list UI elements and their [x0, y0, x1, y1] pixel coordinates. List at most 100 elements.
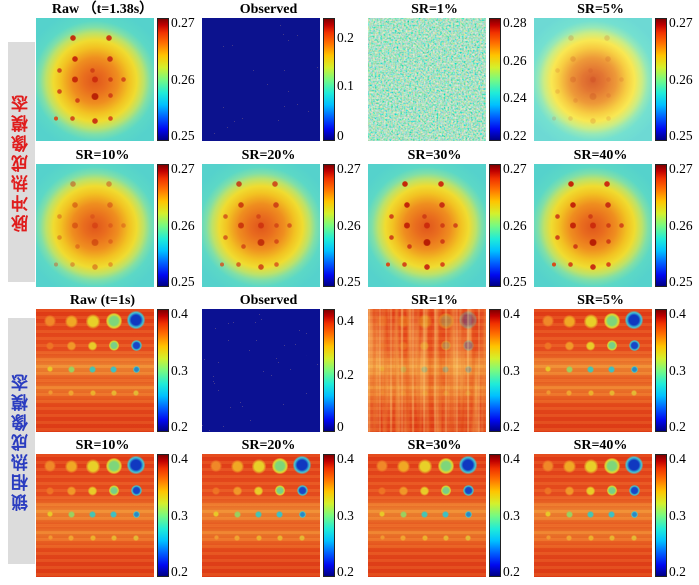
defect-dot — [439, 223, 445, 228]
defect-dot — [57, 235, 62, 241]
defect-spot — [296, 485, 308, 497]
defect-spot — [585, 485, 596, 496]
defect-dot — [569, 201, 576, 208]
defect-spot — [232, 485, 243, 496]
defect-dot — [256, 214, 261, 220]
colorbar-tick-label: 0.26 — [171, 71, 195, 87]
panel-pulse-sr10: SR=10% 0.27 0.26 0.25 — [36, 148, 202, 289]
colorbar-tick-label: 0.4 — [171, 305, 188, 321]
defect-dot — [236, 262, 241, 268]
defect-spot — [442, 534, 449, 541]
defect-dot — [106, 34, 113, 41]
defect-spot — [604, 458, 620, 475]
thermal-image — [202, 164, 320, 287]
panel-row-1: Raw （t=1.38s） 0.27 0.26 0.25 Observed 0.2 0… — [36, 2, 699, 143]
defect-dot — [605, 262, 611, 268]
defect-dot — [92, 264, 98, 271]
defect-spot — [376, 460, 389, 473]
defect-spot — [608, 389, 615, 396]
thermal-image — [202, 18, 320, 141]
defect-spot — [442, 389, 449, 396]
defect-spot — [625, 310, 644, 330]
panel-title: SR=30% — [407, 148, 462, 163]
defect-spot — [587, 534, 594, 541]
defect-dot — [71, 201, 78, 208]
defect-dot — [569, 222, 576, 229]
defect-spot — [68, 389, 75, 396]
defect-spot — [459, 310, 478, 330]
colorbar-ticks: 0.4 0.3 0.2 — [169, 305, 202, 434]
defect-spot — [89, 389, 96, 396]
defect-spot — [376, 315, 389, 328]
thermal-image — [534, 164, 652, 287]
defect-spot — [110, 510, 118, 518]
defect-spot — [419, 340, 430, 351]
colorbar-ticks: 0.4 0.2 0 — [335, 309, 368, 434]
panel-lockin-sr5: SR=5% 0.4 0.3 0.2 — [534, 293, 699, 434]
defect-spot — [213, 511, 220, 518]
defect-spot — [255, 510, 263, 518]
panel-pulse-sr1: SR=1% 0.28 0.26 0.24 0.22 — [368, 2, 534, 143]
thermal-image — [368, 164, 486, 287]
defect-spot — [68, 534, 75, 541]
defect-spot — [108, 485, 120, 497]
defect-spot — [606, 340, 618, 352]
defect-spot — [213, 535, 219, 541]
defect-spot — [379, 511, 386, 518]
defect-dot — [237, 222, 244, 229]
defect-dot — [57, 68, 62, 74]
defect-spot — [545, 511, 552, 518]
defect-spot — [544, 341, 553, 351]
panel-title: SR=20% — [241, 148, 296, 163]
defect-dot — [90, 68, 95, 74]
defect-spot — [66, 485, 77, 496]
defect-spot — [462, 340, 474, 352]
colorbar-ticks: 0.27 0.26 0.25 — [169, 161, 202, 289]
defect-spot — [110, 365, 118, 373]
defect-spot — [399, 510, 407, 518]
defect-dot — [57, 214, 62, 220]
defect-dot — [439, 201, 446, 208]
colorbar-ticks: 0.4 0.3 0.2 — [501, 451, 534, 579]
defect-spot — [87, 485, 98, 496]
colorbar-tick-label: 0.2 — [337, 564, 354, 580]
defect-dot — [569, 76, 576, 83]
defect-spot — [293, 455, 312, 475]
colorbar — [489, 309, 501, 432]
defect-spot — [565, 510, 573, 518]
defect-dot — [107, 77, 113, 82]
panel-pulse-sr20: SR=20% 0.27 0.26 0.25 — [202, 148, 368, 289]
defect-spot — [545, 390, 551, 396]
defect-dot — [257, 239, 265, 247]
colorbar — [323, 164, 335, 287]
colorbar-tick-label: 0 — [337, 128, 344, 144]
defect-spot — [67, 365, 75, 373]
colorbar-tick-label: 0.25 — [669, 274, 693, 290]
defect-spot — [608, 510, 616, 518]
colorbar-tick-label: 0.26 — [503, 217, 527, 233]
defect-dot — [589, 93, 597, 101]
defect-dot — [452, 223, 458, 228]
panel-title: SR=5% — [577, 293, 624, 308]
defect-spot — [542, 315, 555, 328]
colorbar-tick-label: 0.3 — [171, 507, 188, 523]
colorbar-tick-label: 0.27 — [337, 160, 361, 176]
defect-spot — [87, 340, 98, 351]
colorbar-tick-label: 0.25 — [503, 274, 527, 290]
defect-spot — [421, 389, 428, 396]
colorbar-ticks: 0.27 0.26 0.25 — [169, 15, 202, 143]
defect-spot — [133, 389, 140, 396]
colorbar-ticks: 0.27 0.26 0.25 — [667, 15, 699, 143]
colorbar — [655, 309, 667, 432]
defect-dot — [605, 77, 611, 82]
colorbar — [655, 164, 667, 287]
panel-row-3: Raw (t=1s) 0.4 0.3 0.2 Observed 0.4 0.2 0 SR… — [36, 293, 699, 434]
defect-dot — [551, 116, 557, 122]
defect-dot — [403, 222, 410, 229]
defect-spot — [442, 365, 450, 373]
defect-dot — [273, 201, 280, 208]
colorbar — [157, 454, 169, 577]
colorbar-ticks: 0.2 0.1 0 — [335, 18, 368, 144]
defect-dot — [604, 34, 611, 41]
